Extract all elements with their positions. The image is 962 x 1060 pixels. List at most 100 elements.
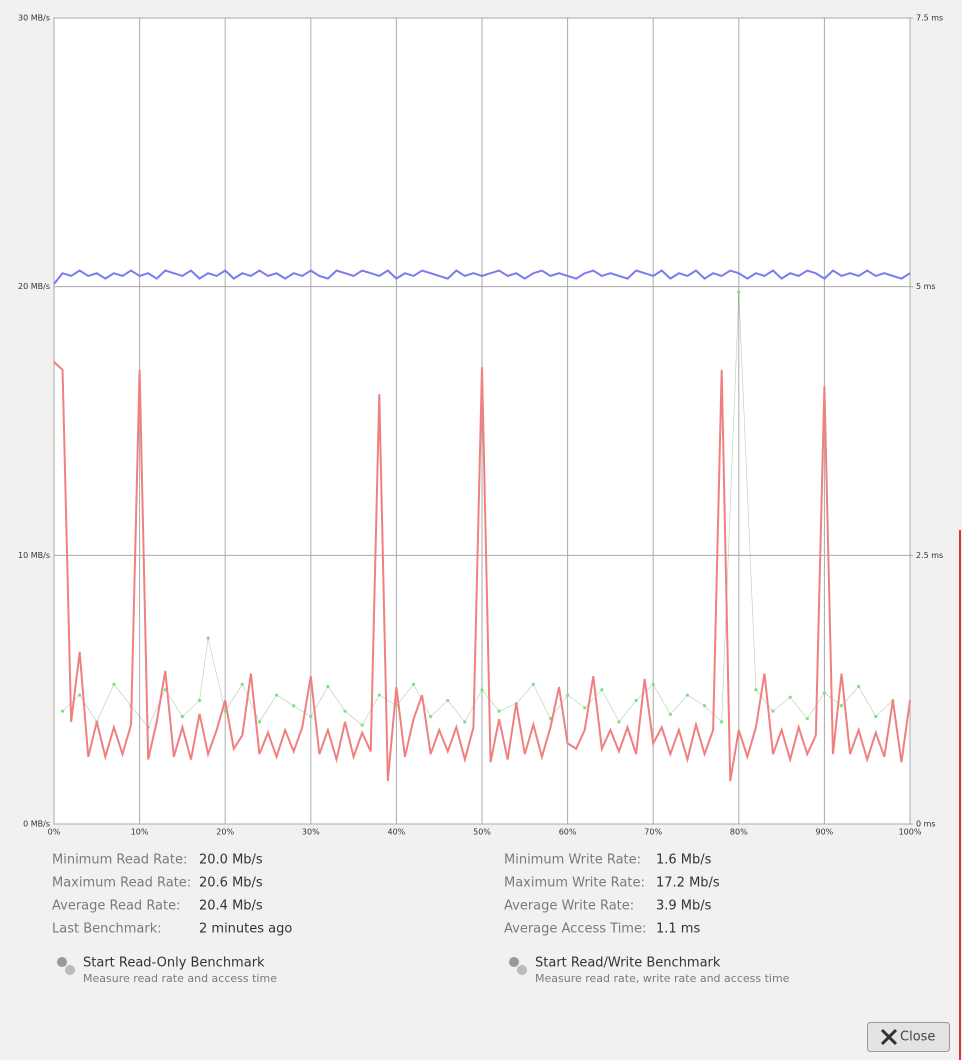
- x-tick-label: 100%: [899, 828, 922, 837]
- connector: [533, 684, 551, 719]
- stat-value: 1.6 Mb/s: [656, 853, 712, 868]
- connector: [344, 710, 363, 726]
- access-point: [839, 704, 844, 708]
- access-point: [822, 691, 827, 695]
- x-tick-label: 10%: [131, 828, 149, 837]
- access-point: [112, 682, 116, 686]
- connector: [635, 684, 654, 701]
- connector: [670, 694, 688, 715]
- connector: [481, 689, 500, 712]
- access-point: [874, 714, 878, 719]
- close-icon: [880, 1028, 898, 1046]
- read-only-button[interactable]: Start Read-Only Benchmark Measure read r…: [57, 956, 277, 986]
- access-point: [480, 688, 484, 692]
- stat-value: 2 minutes ago: [199, 922, 292, 937]
- stat-value: 20.4 Mb/s: [199, 899, 263, 914]
- connector: [224, 684, 243, 712]
- stat-value: 3.9 Mb/s: [656, 899, 712, 914]
- x-tick-label: 40%: [388, 828, 406, 837]
- connector: [567, 694, 585, 709]
- access-point: [634, 698, 638, 703]
- access-point: [754, 688, 758, 692]
- button-label: Close: [900, 1030, 935, 1045]
- y2-tick-label: 7.5 ms: [916, 14, 943, 23]
- access-point: [309, 714, 313, 719]
- connector: [618, 700, 637, 723]
- access-point: [531, 682, 535, 686]
- access-point: [566, 693, 570, 697]
- access-point: [771, 709, 775, 713]
- stat-label: Minimum Read Rate:: [52, 853, 187, 868]
- connector: [516, 684, 534, 704]
- access-point: [805, 717, 809, 721]
- connector: [447, 700, 466, 723]
- connector: [721, 292, 740, 722]
- action-title: Start Read/Write Benchmark: [535, 956, 721, 971]
- y2-tick-label: 5 ms: [916, 282, 936, 291]
- x-tick-label: 20%: [216, 828, 234, 837]
- connector: [584, 689, 603, 709]
- access-point: [343, 709, 347, 713]
- stats: Minimum Read Rate: 20.0 Mb/s Maximum Read …: [52, 853, 720, 937]
- access-point: [583, 706, 587, 710]
- button-frame: [867, 1022, 950, 1052]
- connector: [293, 705, 311, 717]
- x-tick-label: 90%: [816, 828, 834, 837]
- connector: [430, 700, 448, 717]
- connector: [147, 689, 166, 728]
- chart: 0 MB/s 10 MB/s 20 MB/s 30 MB/s 0 ms 2.5 ms 5 m…: [18, 14, 943, 837]
- connector: [182, 700, 200, 717]
- action-title: Start Read-Only Benchmark: [83, 956, 265, 971]
- stat-value: 20.6 Mb/s: [199, 876, 263, 891]
- access-point: [617, 720, 621, 724]
- x-tick-label: 0%: [48, 828, 61, 837]
- access-point: [326, 684, 330, 689]
- connector: [130, 705, 149, 728]
- access-point: [292, 704, 296, 708]
- connector: [498, 703, 517, 712]
- read-write-button[interactable]: Start Read/Write Benchmark Measure read …: [509, 956, 790, 986]
- y-tick-label: 10 MB/s: [18, 551, 50, 560]
- gear-icon: [57, 957, 67, 967]
- x-tick-label: 80%: [730, 828, 748, 837]
- access-point: [60, 709, 65, 713]
- connector: [875, 700, 894, 717]
- access-point: [360, 723, 364, 727]
- connector: [276, 694, 294, 707]
- stat-value: 20.0 Mb/s: [199, 853, 263, 868]
- connector: [96, 684, 115, 723]
- connector: [687, 694, 705, 707]
- connector: [379, 694, 397, 707]
- connector: [772, 696, 791, 712]
- gear-icon: [517, 965, 527, 975]
- connector: [199, 638, 209, 701]
- stat-label: Average Write Rate:: [504, 899, 634, 914]
- stat-value: 17.2 Mb/s: [656, 876, 720, 891]
- gear-icon: [65, 965, 75, 975]
- series-line: [53, 269, 911, 285]
- y-tick-label: 20 MB/s: [18, 282, 50, 291]
- connector: [858, 686, 877, 717]
- access-point: [240, 682, 244, 686]
- stat-label: Maximum Write Rate:: [504, 876, 645, 891]
- access-point: [600, 688, 604, 692]
- x-tick-label: 70%: [644, 828, 662, 837]
- connector: [259, 694, 277, 723]
- connector: [601, 689, 620, 723]
- connector: [310, 686, 329, 717]
- action-subtitle: Measure read rate and access time: [83, 972, 277, 985]
- access-point: [668, 712, 672, 716]
- access-point: [463, 720, 467, 724]
- connector: [652, 684, 671, 715]
- connector: [79, 694, 98, 723]
- access-point: [788, 695, 792, 699]
- access-point: [446, 698, 450, 703]
- connector: [113, 684, 132, 706]
- x-tick-label: 60%: [559, 828, 577, 837]
- connector: [327, 686, 346, 712]
- access-point: [197, 698, 202, 703]
- connector: [738, 292, 757, 690]
- access-point: [857, 684, 861, 689]
- close-button[interactable]: Close: [867, 1022, 950, 1052]
